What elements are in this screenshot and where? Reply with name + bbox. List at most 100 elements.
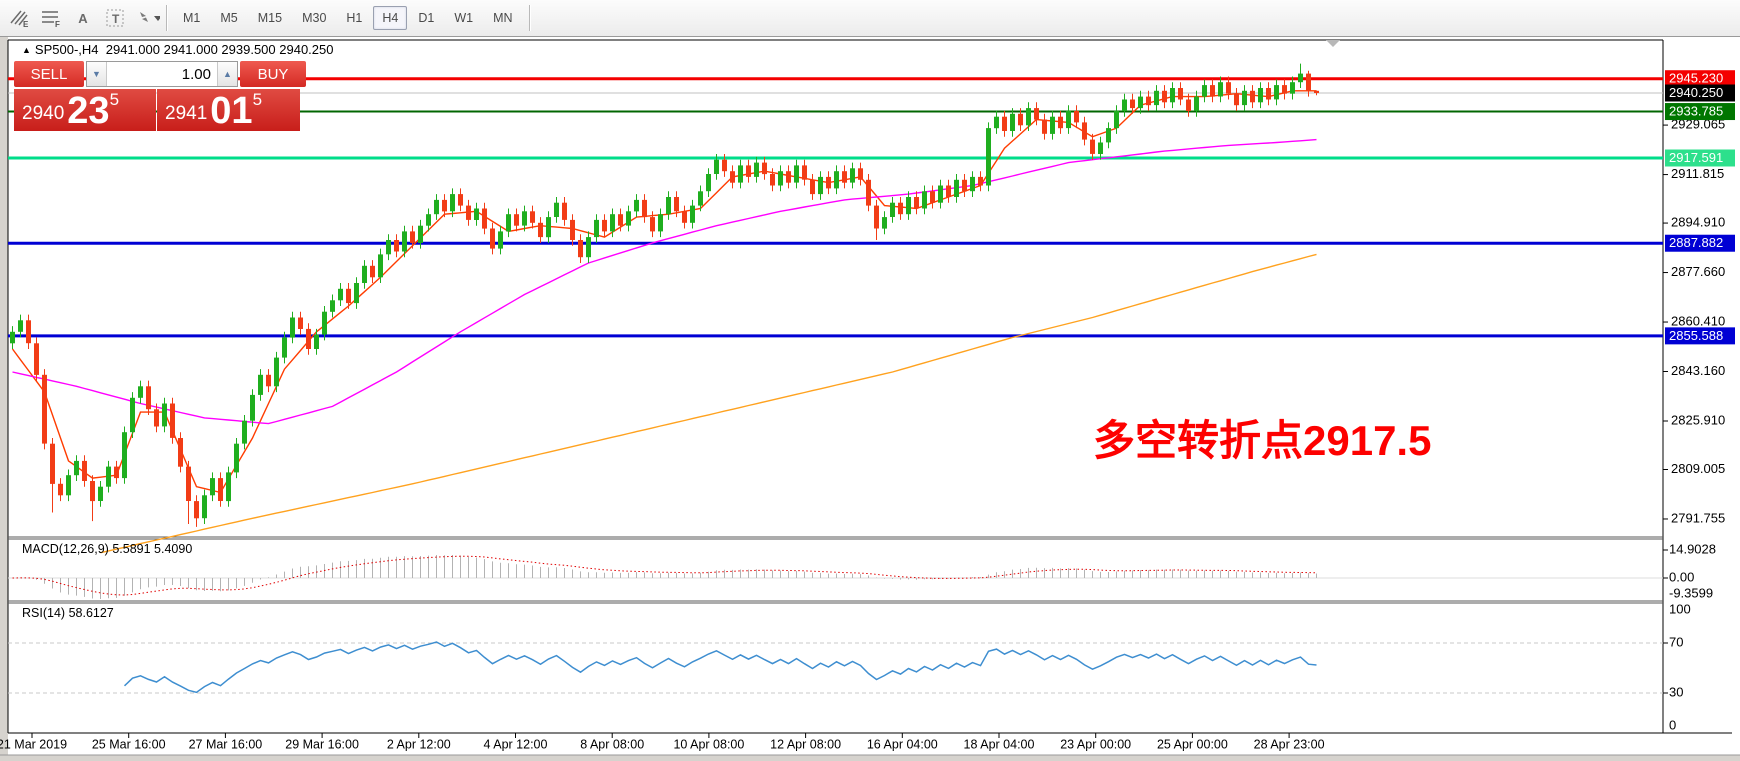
chart-edit-icon[interactable]: E [6, 6, 32, 30]
candle-body [514, 214, 519, 226]
price-badge-2887.882 [1665, 234, 1735, 252]
candle-body [442, 199, 447, 212]
candle-body [90, 481, 95, 502]
timeline-label: 12 Apr 08:00 [770, 737, 841, 751]
candle-body [650, 217, 655, 232]
candle-body [754, 162, 759, 177]
candle-body [1242, 90, 1247, 106]
volume-input[interactable]: 1.00 [181, 65, 211, 83]
tf-button-d1[interactable]: D1 [418, 11, 435, 25]
candle-body [250, 394, 255, 421]
candle-body [618, 214, 623, 226]
sell-price-box[interactable]: 2940 23 5 [14, 89, 156, 131]
rsi-value: 58.6127 [68, 606, 114, 620]
candle-body [1098, 142, 1103, 154]
candle-body [50, 443, 55, 484]
price-tick-label: 2929.065 [1671, 117, 1725, 132]
candle-body [1210, 85, 1215, 97]
volume-increase-button[interactable]: ▲ [217, 62, 237, 86]
sell-price-small: 2940 [22, 103, 65, 124]
candle-body [530, 211, 535, 223]
buy-price-box[interactable]: 2941 01 5 [157, 89, 300, 131]
macd-indicator-title: MACD(12,26,9) 5.5891 5.4090 [22, 542, 192, 556]
price-badge-2855.588 [1665, 327, 1735, 345]
buy-button[interactable]: BUY [240, 61, 306, 87]
candle-body [298, 317, 303, 329]
macd-histogram [20, 555, 1317, 599]
candle-body [642, 199, 647, 218]
tf-button-m15[interactable]: M15 [257, 11, 283, 25]
rsi-axis-30: 30 [1669, 684, 1683, 699]
candle-body [426, 214, 431, 226]
volume-decrease-button[interactable]: ▼ [87, 62, 107, 86]
candle-body [906, 197, 911, 215]
timeline-label: 8 Apr 08:00 [580, 737, 644, 751]
macd-axis-min: -9.3599 [1669, 585, 1713, 600]
candle-body [882, 217, 887, 229]
toolbar-separator [166, 5, 167, 31]
mid-ma-magenta [12, 138, 1317, 425]
candle-body [418, 225, 423, 243]
candle-body [594, 219, 599, 238]
chart-shift-marker-icon[interactable] [1326, 40, 1340, 47]
text-tool-icon[interactable]: T [102, 6, 128, 30]
price-tick-label: 2877.660 [1671, 264, 1725, 279]
tf-button-w1[interactable]: W1 [454, 11, 474, 25]
candle-body [1058, 116, 1063, 129]
chart-text-annotation: 多空转折点2917.5 [1093, 417, 1432, 464]
candle-body [170, 403, 175, 438]
candle-body [1194, 96, 1199, 111]
tf-button-m5[interactable]: M5 [220, 11, 238, 25]
timeline-label: 29 Mar 16:00 [285, 737, 359, 751]
macd-axis-max: 14.9028 [1669, 541, 1716, 556]
candle-body [698, 191, 703, 206]
candle-body [946, 185, 951, 197]
candle-body [114, 466, 119, 479]
candle-body [378, 254, 383, 278]
price-tick-label: 2809.005 [1671, 461, 1725, 476]
candle-body [1274, 85, 1279, 100]
candle-body [282, 337, 287, 358]
candle-body [1130, 99, 1135, 109]
candle-body [1154, 90, 1159, 106]
candle-body [666, 197, 671, 215]
rsi-indicator-title: RSI(14) 58.6127 [22, 606, 114, 620]
buy-price-big: 01 [210, 90, 253, 132]
candle-body [794, 165, 799, 183]
svg-text:T: T [112, 12, 120, 26]
candle-body [178, 438, 183, 467]
label-a-icon[interactable]: A [70, 6, 96, 30]
candle-body [482, 208, 487, 229]
candle-body [930, 191, 935, 203]
candle-body [1266, 88, 1271, 100]
timeline-label: 10 Apr 08:00 [673, 737, 744, 751]
candle-body [506, 214, 511, 232]
candle-body [938, 185, 943, 203]
tf-button-h4[interactable]: H4 [373, 6, 408, 30]
candle-body [1114, 110, 1119, 129]
candle-body [578, 240, 583, 258]
tf-button-h1[interactable]: H1 [346, 11, 363, 25]
grid-tool-icon[interactable]: F [38, 6, 64, 30]
sell-button[interactable]: SELL [14, 61, 84, 87]
tf-button-m1[interactable]: M1 [183, 11, 201, 25]
candle-body [274, 357, 279, 387]
candle-body [458, 194, 463, 206]
candle-body [66, 475, 71, 496]
candle-body [546, 217, 551, 238]
buy-price-small: 2941 [165, 103, 208, 124]
candle-body [562, 202, 567, 220]
tf-button-mn[interactable]: MN [493, 11, 513, 25]
candle-body [1002, 116, 1007, 131]
price-tick-label: 2791.755 [1671, 510, 1725, 525]
candle-body [978, 176, 983, 186]
candle-body [1186, 99, 1191, 111]
price-badge-label: 2933.785 [1669, 103, 1723, 118]
candle-body [226, 472, 231, 502]
tf-button-m30[interactable]: M30 [302, 11, 327, 25]
price-badge-label: 2917.591 [1669, 150, 1723, 165]
candle-body [682, 211, 687, 223]
arrow-tools-icon[interactable] [134, 6, 160, 30]
